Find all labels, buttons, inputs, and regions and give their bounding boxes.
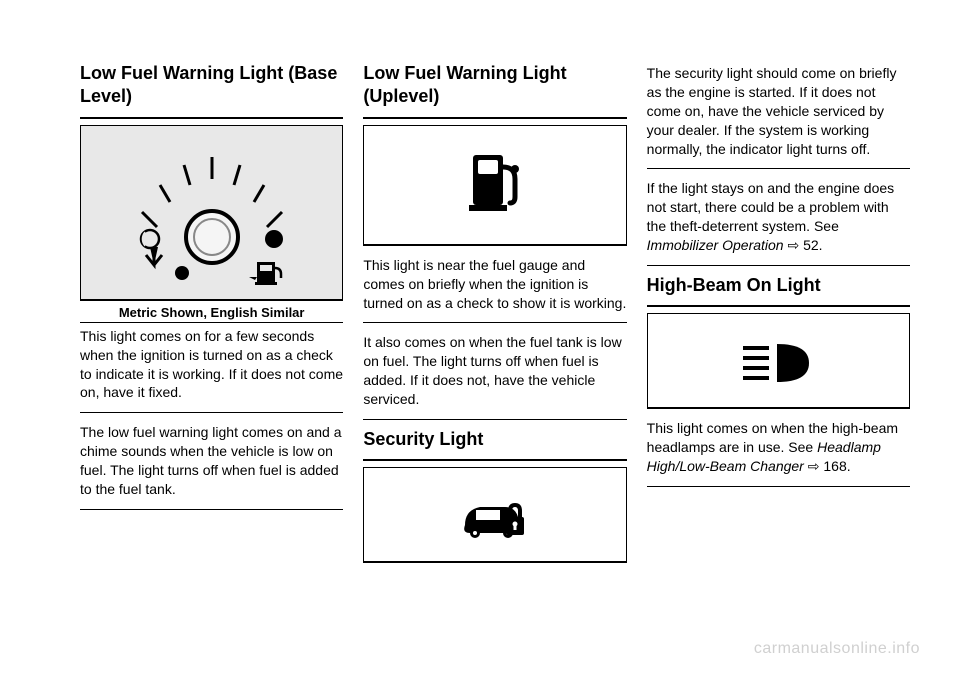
heading-high-beam: High-Beam On Light	[647, 272, 910, 299]
rule	[80, 412, 343, 413]
rule	[363, 245, 626, 246]
rule	[647, 265, 910, 266]
high-beam-icon	[718, 326, 838, 396]
paragraph: This light comes on for a few seconds wh…	[80, 323, 343, 407]
rule	[647, 408, 910, 409]
rule	[80, 117, 343, 119]
column-container: Low Fuel Warning Light (Base Level)	[80, 60, 910, 580]
text: If the light stays on and the engine doe…	[647, 180, 895, 234]
paragraph: The security light should come on briefl…	[647, 60, 910, 162]
page-ref: ⇨ 168.	[804, 458, 851, 474]
paragraph: It also comes on when the fuel tank is l…	[363, 329, 626, 413]
gauge-icon	[102, 127, 322, 297]
heading-low-fuel-base: Low Fuel Warning Light (Base Level)	[80, 60, 343, 111]
rule	[647, 305, 910, 307]
figure-security-icon	[363, 467, 626, 562]
page-ref: ⇨ 52.	[784, 237, 823, 253]
manual-page: Low Fuel Warning Light (Base Level)	[0, 0, 960, 678]
rule	[363, 322, 626, 323]
paragraph: If the light stays on and the engine doe…	[647, 175, 910, 259]
column-3: The security light should come on briefl…	[647, 60, 910, 580]
heading-security-light: Security Light	[363, 426, 626, 453]
column-1: Low Fuel Warning Light (Base Level)	[80, 60, 343, 580]
heading-low-fuel-uplevel: Low Fuel Warning Light (Uplevel)	[363, 60, 626, 111]
paragraph: This light comes on when the high-beam h…	[647, 415, 910, 480]
figure-highbeam-icon	[647, 313, 910, 408]
fuel-pump-icon	[445, 145, 545, 225]
rule	[363, 117, 626, 119]
figure-fuel-gauge	[80, 125, 343, 300]
column-2: Low Fuel Warning Light (Uplevel) This li…	[363, 60, 626, 580]
rule	[363, 459, 626, 461]
rule	[363, 562, 626, 563]
figure-caption-box: Metric Shown, English Similar	[80, 300, 343, 323]
rule	[363, 419, 626, 420]
rule	[647, 168, 910, 169]
security-icon	[435, 480, 555, 550]
paragraph: This light is near the fuel gauge and co…	[363, 252, 626, 317]
rule	[80, 509, 343, 510]
watermark: carmanualsonline.info	[754, 640, 920, 658]
rule	[647, 486, 910, 487]
paragraph: The low fuel warning light comes on and …	[80, 419, 343, 503]
figure-fuel-icon	[363, 125, 626, 245]
cross-ref: Immobilizer Operation	[647, 237, 784, 253]
figure-caption: Metric Shown, English Similar	[80, 300, 343, 322]
